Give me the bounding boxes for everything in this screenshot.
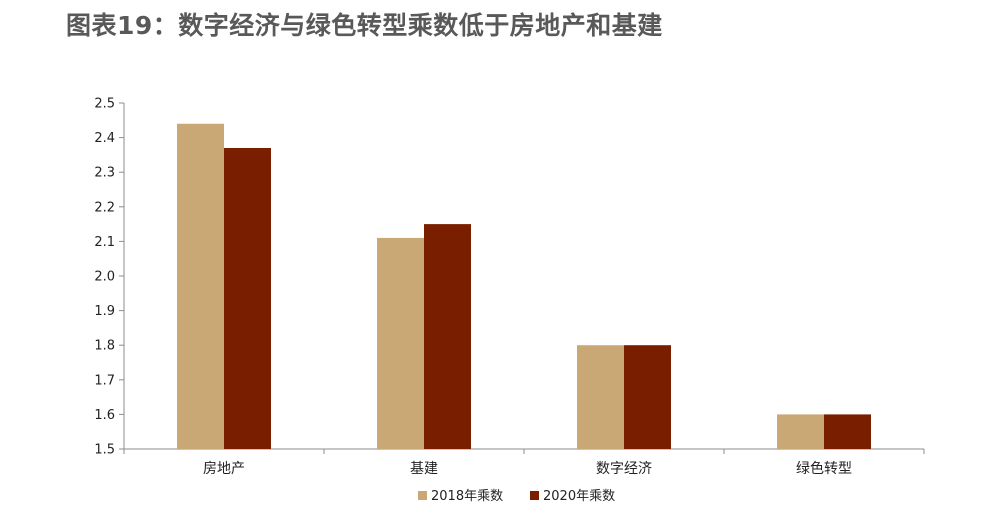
y-tick-label: 2.1 — [94, 235, 115, 250]
y-tick-label: 1.6 — [94, 408, 115, 423]
bar-series-2 — [224, 147, 271, 450]
legend-swatch — [418, 491, 427, 500]
bar-series-1 — [777, 414, 824, 449]
y-tick-label: 1.7 — [94, 373, 115, 388]
legend-label: 2018年乘数 — [431, 489, 503, 504]
bar-series-1 — [577, 345, 624, 449]
y-tick-label: 2.3 — [94, 166, 115, 181]
legend-label: 2020年乘数 — [543, 489, 615, 504]
x-category-label: 数字经济 — [596, 461, 652, 477]
bar-series-1 — [377, 237, 424, 449]
bar-series-2 — [624, 345, 671, 449]
x-category-label: 房地产 — [203, 461, 245, 477]
y-tick-label: 2.5 — [94, 97, 115, 112]
x-category-label: 绿色转型 — [796, 460, 852, 477]
bar-series-2 — [824, 414, 871, 449]
y-tick-label: 2.4 — [94, 131, 115, 146]
y-tick-label: 1.8 — [94, 339, 115, 354]
y-tick-label: 2.0 — [94, 270, 115, 285]
y-tick-label: 1.9 — [94, 304, 115, 319]
x-category-label: 基建 — [410, 460, 438, 477]
y-tick-label: 1.5 — [94, 443, 115, 458]
bar-series-1 — [177, 123, 224, 449]
chart-title: 图表19：数字经济与绿色转型乘数低于房地产和基建 — [66, 11, 663, 40]
legend-swatch — [530, 491, 539, 500]
bar-series-2 — [424, 224, 471, 449]
y-tick-label: 2.2 — [94, 200, 115, 215]
